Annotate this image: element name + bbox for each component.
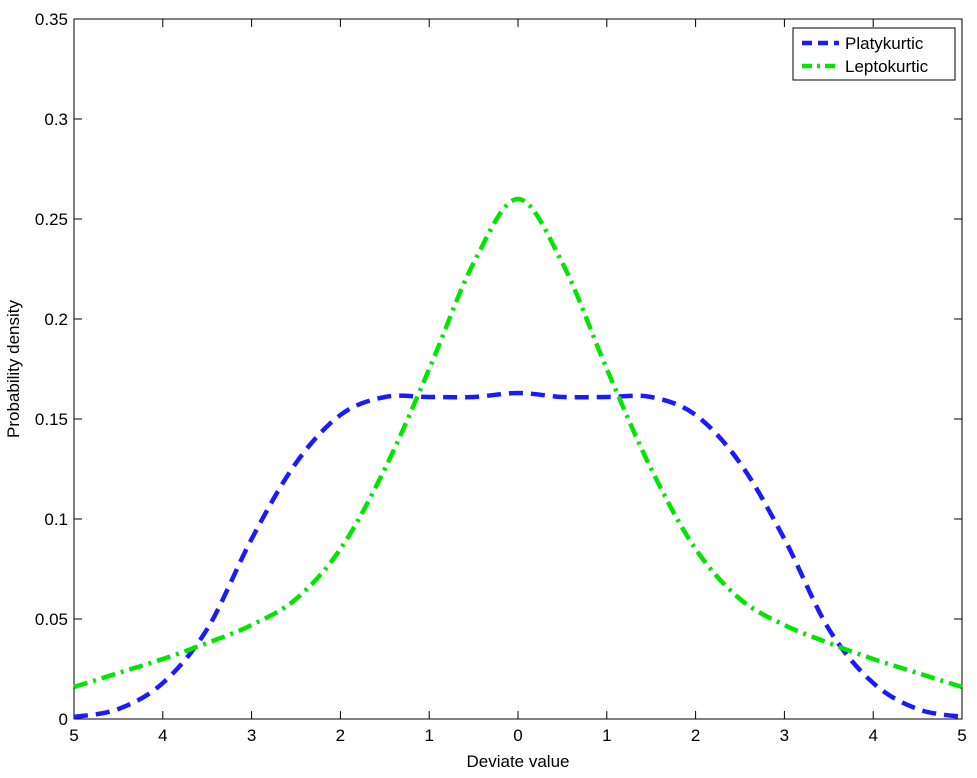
x-tick-label: 5 (69, 726, 78, 745)
axes-layer: 5 4 3 2 1 0 1 2 3 4 500.050.10.150.20.250.30.35Dev… (4, 10, 967, 771)
legend-box (792, 27, 956, 81)
y-tick-label: 0.3 (44, 110, 68, 129)
y-tick-label: 0.2 (44, 310, 68, 329)
y-tick-label: 0.05 (35, 610, 68, 629)
series-line-platykurtic (73, 390, 963, 720)
y-axis-label: Probability density (4, 300, 23, 438)
y-tick-label: 0.25 (35, 210, 68, 229)
x-tick-label: 2 (336, 726, 345, 745)
x-tick-label: 1 (424, 726, 433, 745)
x-axis-label: Deviate value (466, 752, 569, 771)
plot-frame (73, 18, 963, 720)
y-tick-label: 0.35 (35, 10, 68, 29)
x-tick-label: 5 (957, 726, 966, 745)
legend-label: Leptokurtic (845, 57, 929, 76)
series-layer (73, 196, 963, 720)
x-tick-label: 3 (780, 726, 789, 745)
legend: Platykurtic Leptokurtic (792, 27, 956, 81)
y-tick-label: 0 (59, 710, 68, 729)
series-line-leptokurtic (73, 196, 963, 690)
x-tick-label: 4 (158, 726, 167, 745)
x-tick-label: 4 (868, 726, 877, 745)
x-tick-label: 1 (602, 726, 611, 745)
x-tick-label: 3 (247, 726, 256, 745)
x-tick-label: 0 (513, 726, 522, 745)
y-tick-label: 0.15 (35, 410, 68, 429)
legend-label: Platykurtic (845, 34, 924, 53)
x-tick-label: 2 (691, 726, 700, 745)
y-tick-label: 0.1 (44, 510, 68, 529)
